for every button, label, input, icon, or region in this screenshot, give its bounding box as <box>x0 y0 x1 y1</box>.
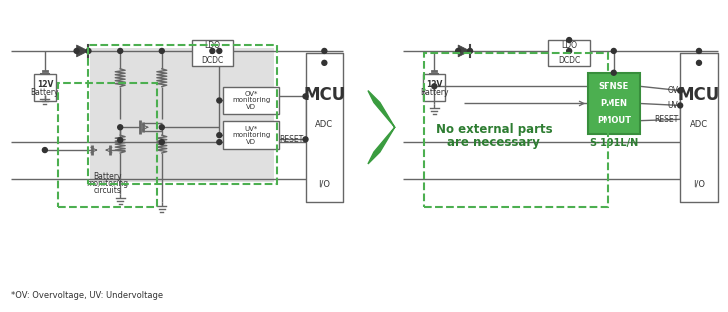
Circle shape <box>42 148 47 153</box>
Circle shape <box>566 37 571 42</box>
Circle shape <box>74 48 79 53</box>
Circle shape <box>432 84 437 89</box>
Circle shape <box>322 48 327 53</box>
Bar <box>680 53 718 202</box>
Text: are necessary: are necessary <box>448 136 540 149</box>
Circle shape <box>467 48 472 53</box>
Bar <box>90 48 274 182</box>
Text: PMEN: PMEN <box>601 99 628 108</box>
Bar <box>223 121 279 149</box>
Text: OV: OV <box>667 86 678 95</box>
Circle shape <box>566 48 571 53</box>
Text: UV*: UV* <box>245 126 258 132</box>
Circle shape <box>159 140 165 144</box>
Text: monitoring: monitoring <box>232 132 270 138</box>
Text: 12V: 12V <box>36 80 53 89</box>
Circle shape <box>210 48 215 53</box>
Bar <box>34 74 56 101</box>
Circle shape <box>159 48 165 53</box>
Circle shape <box>612 70 616 75</box>
Circle shape <box>159 125 165 130</box>
Text: DCDC: DCDC <box>558 56 580 65</box>
Circle shape <box>118 125 122 130</box>
Text: or: or <box>210 51 215 56</box>
Text: or: or <box>566 51 572 56</box>
Text: RESET: RESET <box>280 135 304 144</box>
Circle shape <box>118 48 122 53</box>
Bar <box>548 40 590 66</box>
Text: DCDC: DCDC <box>201 56 223 65</box>
Circle shape <box>697 60 702 65</box>
Circle shape <box>678 88 683 93</box>
Circle shape <box>118 138 122 143</box>
Polygon shape <box>76 45 89 57</box>
Bar <box>306 53 343 202</box>
Text: ADC: ADC <box>315 120 333 129</box>
Text: OV*: OV* <box>245 91 258 97</box>
Text: No external parts: No external parts <box>435 123 552 136</box>
Text: LDO: LDO <box>205 41 221 50</box>
Bar <box>89 45 277 184</box>
Text: circuits: circuits <box>93 186 122 195</box>
Bar <box>588 73 639 134</box>
Bar <box>223 87 279 115</box>
Text: MCU: MCU <box>678 85 720 104</box>
Text: VD: VD <box>246 139 256 145</box>
Text: monitoring: monitoring <box>232 97 270 104</box>
Polygon shape <box>368 90 395 164</box>
Text: Battery: Battery <box>93 172 122 181</box>
Text: VD: VD <box>246 104 256 110</box>
Circle shape <box>678 103 683 108</box>
Text: ADC: ADC <box>690 120 708 129</box>
Circle shape <box>456 48 461 53</box>
Bar <box>424 53 608 207</box>
Text: LDO: LDO <box>561 41 577 50</box>
Text: monitoring: monitoring <box>86 179 128 188</box>
Text: Battery: Battery <box>31 88 59 97</box>
Circle shape <box>86 48 91 53</box>
Text: UV: UV <box>668 101 678 110</box>
Circle shape <box>303 94 308 99</box>
Text: 12V: 12V <box>426 80 443 89</box>
Text: *OV: Overvoltage, UV: Undervoltage: *OV: Overvoltage, UV: Undervoltage <box>11 291 163 300</box>
Circle shape <box>697 48 702 53</box>
Bar <box>58 83 157 207</box>
Circle shape <box>303 137 308 142</box>
Circle shape <box>217 133 222 138</box>
Text: I/O: I/O <box>693 179 705 188</box>
Circle shape <box>612 48 616 53</box>
Text: PMOUT: PMOUT <box>597 116 630 125</box>
Circle shape <box>217 140 222 144</box>
Text: Battery: Battery <box>420 88 448 97</box>
Text: SENSE: SENSE <box>598 82 629 91</box>
Polygon shape <box>458 45 470 57</box>
Text: RESET: RESET <box>654 115 678 124</box>
Bar <box>191 40 233 66</box>
Text: S-191L/N: S-191L/N <box>589 138 638 148</box>
Text: MCU: MCU <box>304 85 346 104</box>
Circle shape <box>322 60 327 65</box>
Circle shape <box>217 98 222 103</box>
Bar <box>424 74 446 101</box>
Circle shape <box>217 48 222 53</box>
Text: I/O: I/O <box>318 179 331 188</box>
